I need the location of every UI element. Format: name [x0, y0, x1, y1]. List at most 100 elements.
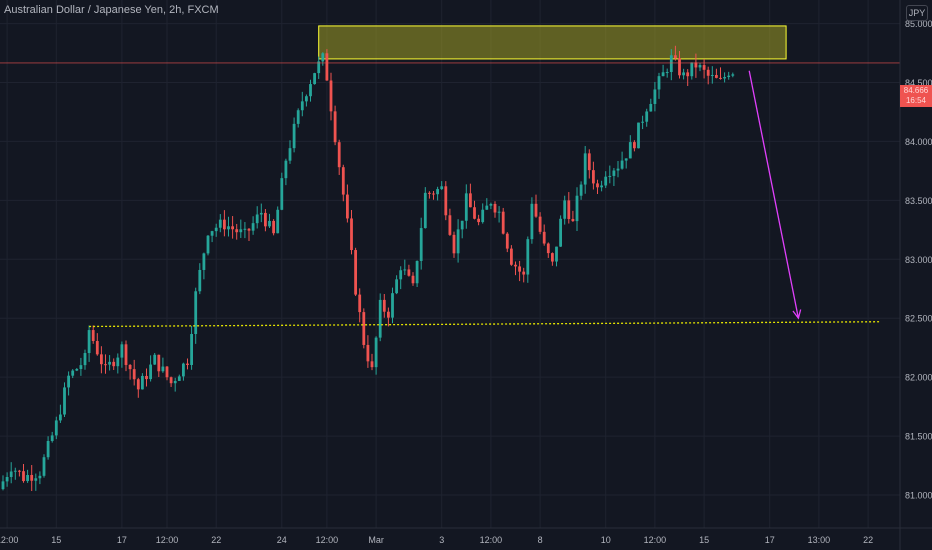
- candle-body: [579, 184, 583, 196]
- candle-body: [231, 226, 234, 230]
- x-tick-label: 22: [211, 535, 221, 545]
- candle-body: [456, 229, 460, 254]
- symbol-title[interactable]: Australian Dollar / Japanese Yen, 2h, FX…: [4, 4, 219, 16]
- candle-body: [9, 471, 13, 478]
- candle-body: [637, 122, 640, 149]
- candle-body: [255, 214, 259, 224]
- candle-body: [690, 62, 694, 77]
- candle-body: [530, 203, 534, 240]
- candle-body: [264, 212, 267, 227]
- candle-body: [575, 195, 579, 222]
- candle-body: [657, 76, 661, 90]
- candle-body: [522, 271, 526, 275]
- candle-body: [202, 253, 206, 270]
- candle-body: [190, 334, 193, 365]
- y-tick-label: 81.000: [905, 491, 932, 501]
- projection-arrow: [748, 70, 800, 319]
- chart-grid: [0, 0, 900, 528]
- candle-body: [374, 337, 378, 368]
- candle-body: [702, 65, 706, 70]
- candle-body: [223, 219, 226, 230]
- candle-body: [604, 176, 608, 186]
- candle-body: [501, 211, 505, 234]
- candle-body: [497, 211, 501, 213]
- candle-body: [333, 111, 337, 143]
- candle-body: [296, 110, 300, 124]
- candle-body: [239, 229, 243, 233]
- x-tick-label: 3: [439, 535, 444, 545]
- candle-body: [79, 365, 83, 370]
- candle-body: [173, 380, 177, 384]
- candle-body: [288, 148, 292, 161]
- annotation-lines: [0, 62, 900, 328]
- candle-body: [259, 212, 263, 215]
- candle-body: [715, 75, 718, 78]
- candle-body: [534, 203, 538, 217]
- candle-body: [136, 379, 140, 390]
- candle-body: [592, 170, 595, 184]
- candle-body: [325, 53, 329, 81]
- candle-body: [596, 183, 599, 188]
- candle-body: [649, 103, 653, 112]
- resistance-zone: [318, 25, 787, 60]
- candle-body: [710, 75, 714, 77]
- candle-body: [608, 175, 612, 177]
- support-line: [89, 321, 881, 328]
- candle-body: [645, 111, 649, 122]
- candle-body: [489, 203, 493, 206]
- candle-body: [243, 228, 247, 230]
- candle-body: [141, 375, 144, 390]
- candle-body: [210, 231, 214, 236]
- candle-body: [423, 192, 427, 229]
- y-tick-label: 82.500: [905, 314, 932, 324]
- candle-body: [477, 218, 480, 223]
- candle-body: [616, 168, 620, 171]
- candle-body: [587, 153, 591, 171]
- symbol-exchange: FXCM: [187, 4, 219, 16]
- candle-body: [387, 311, 390, 318]
- candle-body: [251, 223, 255, 231]
- y-tick-label: 85.000: [905, 19, 932, 29]
- candle-body: [567, 200, 571, 219]
- candle-body: [157, 354, 161, 372]
- candle-body: [59, 414, 62, 421]
- candle-body: [247, 228, 251, 231]
- candle-body: [698, 65, 702, 68]
- candle-body: [132, 369, 136, 380]
- symbol-name: Australian Dollar / Japanese Yen: [4, 4, 163, 16]
- candle-body: [18, 470, 21, 472]
- candle-body: [510, 248, 513, 265]
- x-tick-label: 12:00: [0, 535, 18, 545]
- candle-body: [100, 354, 103, 365]
- candle-body: [559, 218, 562, 247]
- candle-body: [583, 153, 587, 185]
- x-tick-label: 15: [51, 535, 61, 545]
- candle-body: [362, 312, 366, 345]
- candle-body: [407, 269, 411, 276]
- candle-body: [727, 75, 731, 78]
- candle-body: [505, 233, 509, 249]
- candle-body: [620, 160, 624, 169]
- x-tick-label: 15: [699, 535, 709, 545]
- candle-body: [235, 229, 239, 233]
- y-tick-label: 84.000: [905, 137, 932, 147]
- currency-badge[interactable]: JPY: [906, 5, 928, 21]
- candle-body: [678, 58, 681, 76]
- x-tick-label: 24: [277, 535, 287, 545]
- x-tick-label: 12:00: [644, 535, 667, 545]
- candle-body: [108, 361, 111, 365]
- candle-body: [460, 220, 464, 230]
- candle-body: [723, 77, 726, 79]
- candle-body: [321, 53, 325, 62]
- candle-body: [26, 474, 29, 482]
- candle-body: [153, 354, 157, 365]
- candle-body: [346, 194, 349, 219]
- candle-body: [378, 299, 382, 338]
- candle-body: [624, 158, 628, 161]
- candle-body: [87, 330, 91, 354]
- candle-body: [276, 209, 280, 234]
- candle-body: [329, 80, 333, 112]
- candle-body: [481, 209, 485, 223]
